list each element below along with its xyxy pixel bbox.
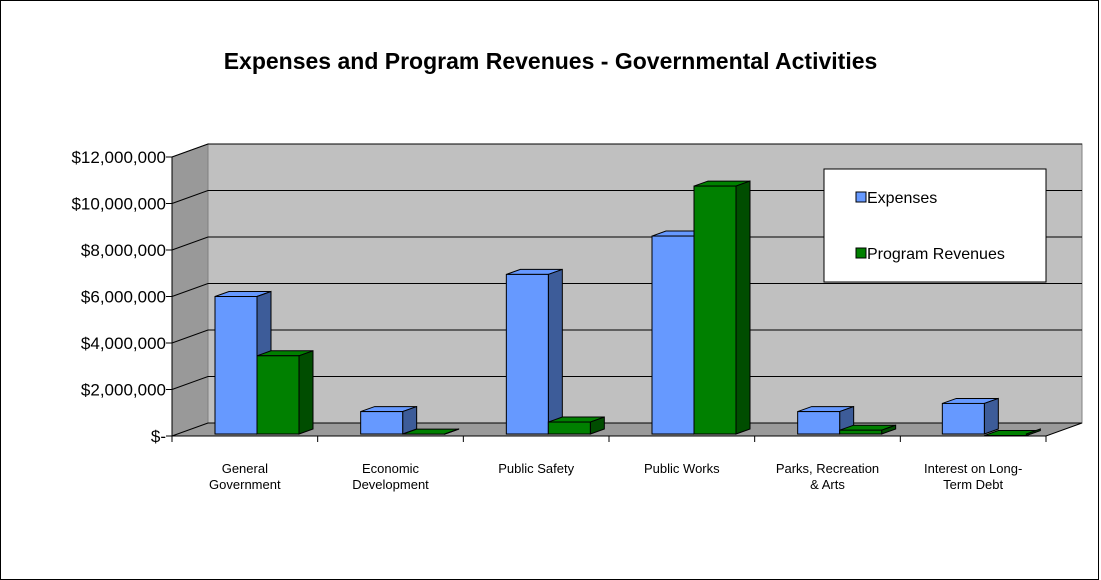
- bar-side: [547, 268, 563, 435]
- bar-side: [1025, 428, 1041, 437]
- y-tick-label: $12,000,000: [71, 148, 166, 167]
- gridline: [171, 376, 1082, 390]
- gridline: [171, 190, 1082, 204]
- bar-front: [839, 429, 883, 435]
- bar-front: [651, 235, 695, 435]
- bar-side: [298, 350, 314, 435]
- y-tick-label: $8,000,000: [81, 241, 166, 260]
- x-tick-label: Term Debt: [943, 477, 1003, 492]
- y-tick-label: $2,000,000: [81, 381, 166, 400]
- x-tick-label: & Arts: [810, 477, 845, 492]
- x-tick-label: Government: [209, 477, 281, 492]
- bar: [941, 397, 999, 435]
- bar-front: [214, 296, 258, 435]
- bar: [505, 268, 563, 435]
- x-tick-label: Parks, Recreation: [776, 461, 879, 476]
- bar-side: [444, 428, 460, 435]
- gridline: [171, 283, 1082, 297]
- bar: [547, 416, 605, 435]
- bar-front: [547, 421, 591, 435]
- gridline: [171, 329, 1082, 344]
- bar-front: [360, 411, 404, 435]
- gridlines: [171, 143, 1082, 390]
- gridline: [171, 143, 1082, 158]
- bar: [693, 180, 751, 435]
- legend-swatch: [855, 247, 867, 259]
- x-tick-label: Public Works: [644, 461, 720, 476]
- legend-label: Expenses: [867, 190, 937, 207]
- legend-box: [823, 168, 1047, 283]
- bars: [214, 180, 1041, 437]
- x-tick-label: Economic: [362, 461, 420, 476]
- bar: [360, 405, 418, 435]
- x-tick-label: General: [222, 461, 268, 476]
- bar-front: [505, 273, 549, 435]
- y-tick-label: $4,000,000: [81, 334, 166, 353]
- chart-title: Expenses and Program Revenues - Governme…: [223, 48, 878, 74]
- y-tick-label: $-: [151, 427, 166, 446]
- bar: [256, 350, 314, 435]
- bar: [839, 424, 897, 435]
- bar-side: [983, 397, 999, 435]
- bar: [984, 428, 1041, 437]
- gridline: [171, 236, 1082, 251]
- bar: [402, 428, 460, 435]
- legend-label: Program Revenues: [867, 246, 1005, 263]
- y-tick-label: $10,000,000: [71, 195, 166, 214]
- bar-front: [693, 185, 737, 435]
- x-tick-label: Public Safety: [498, 461, 574, 476]
- bar-front: [256, 355, 300, 435]
- legend-swatch: [855, 191, 867, 203]
- bar-front: [797, 411, 841, 435]
- y-tick-label: $6,000,000: [81, 288, 166, 307]
- legend: Expenses Program Revenues: [823, 168, 1047, 283]
- bar-front: [941, 402, 985, 435]
- x-tick-label: Development: [352, 477, 429, 492]
- bar-side: [735, 180, 751, 435]
- x-tick-label: Interest on Long-: [924, 461, 1022, 476]
- y-axis: $- $2,000,000 $4,000,000 $6,000,000 $8,000,0…: [71, 148, 1047, 446]
